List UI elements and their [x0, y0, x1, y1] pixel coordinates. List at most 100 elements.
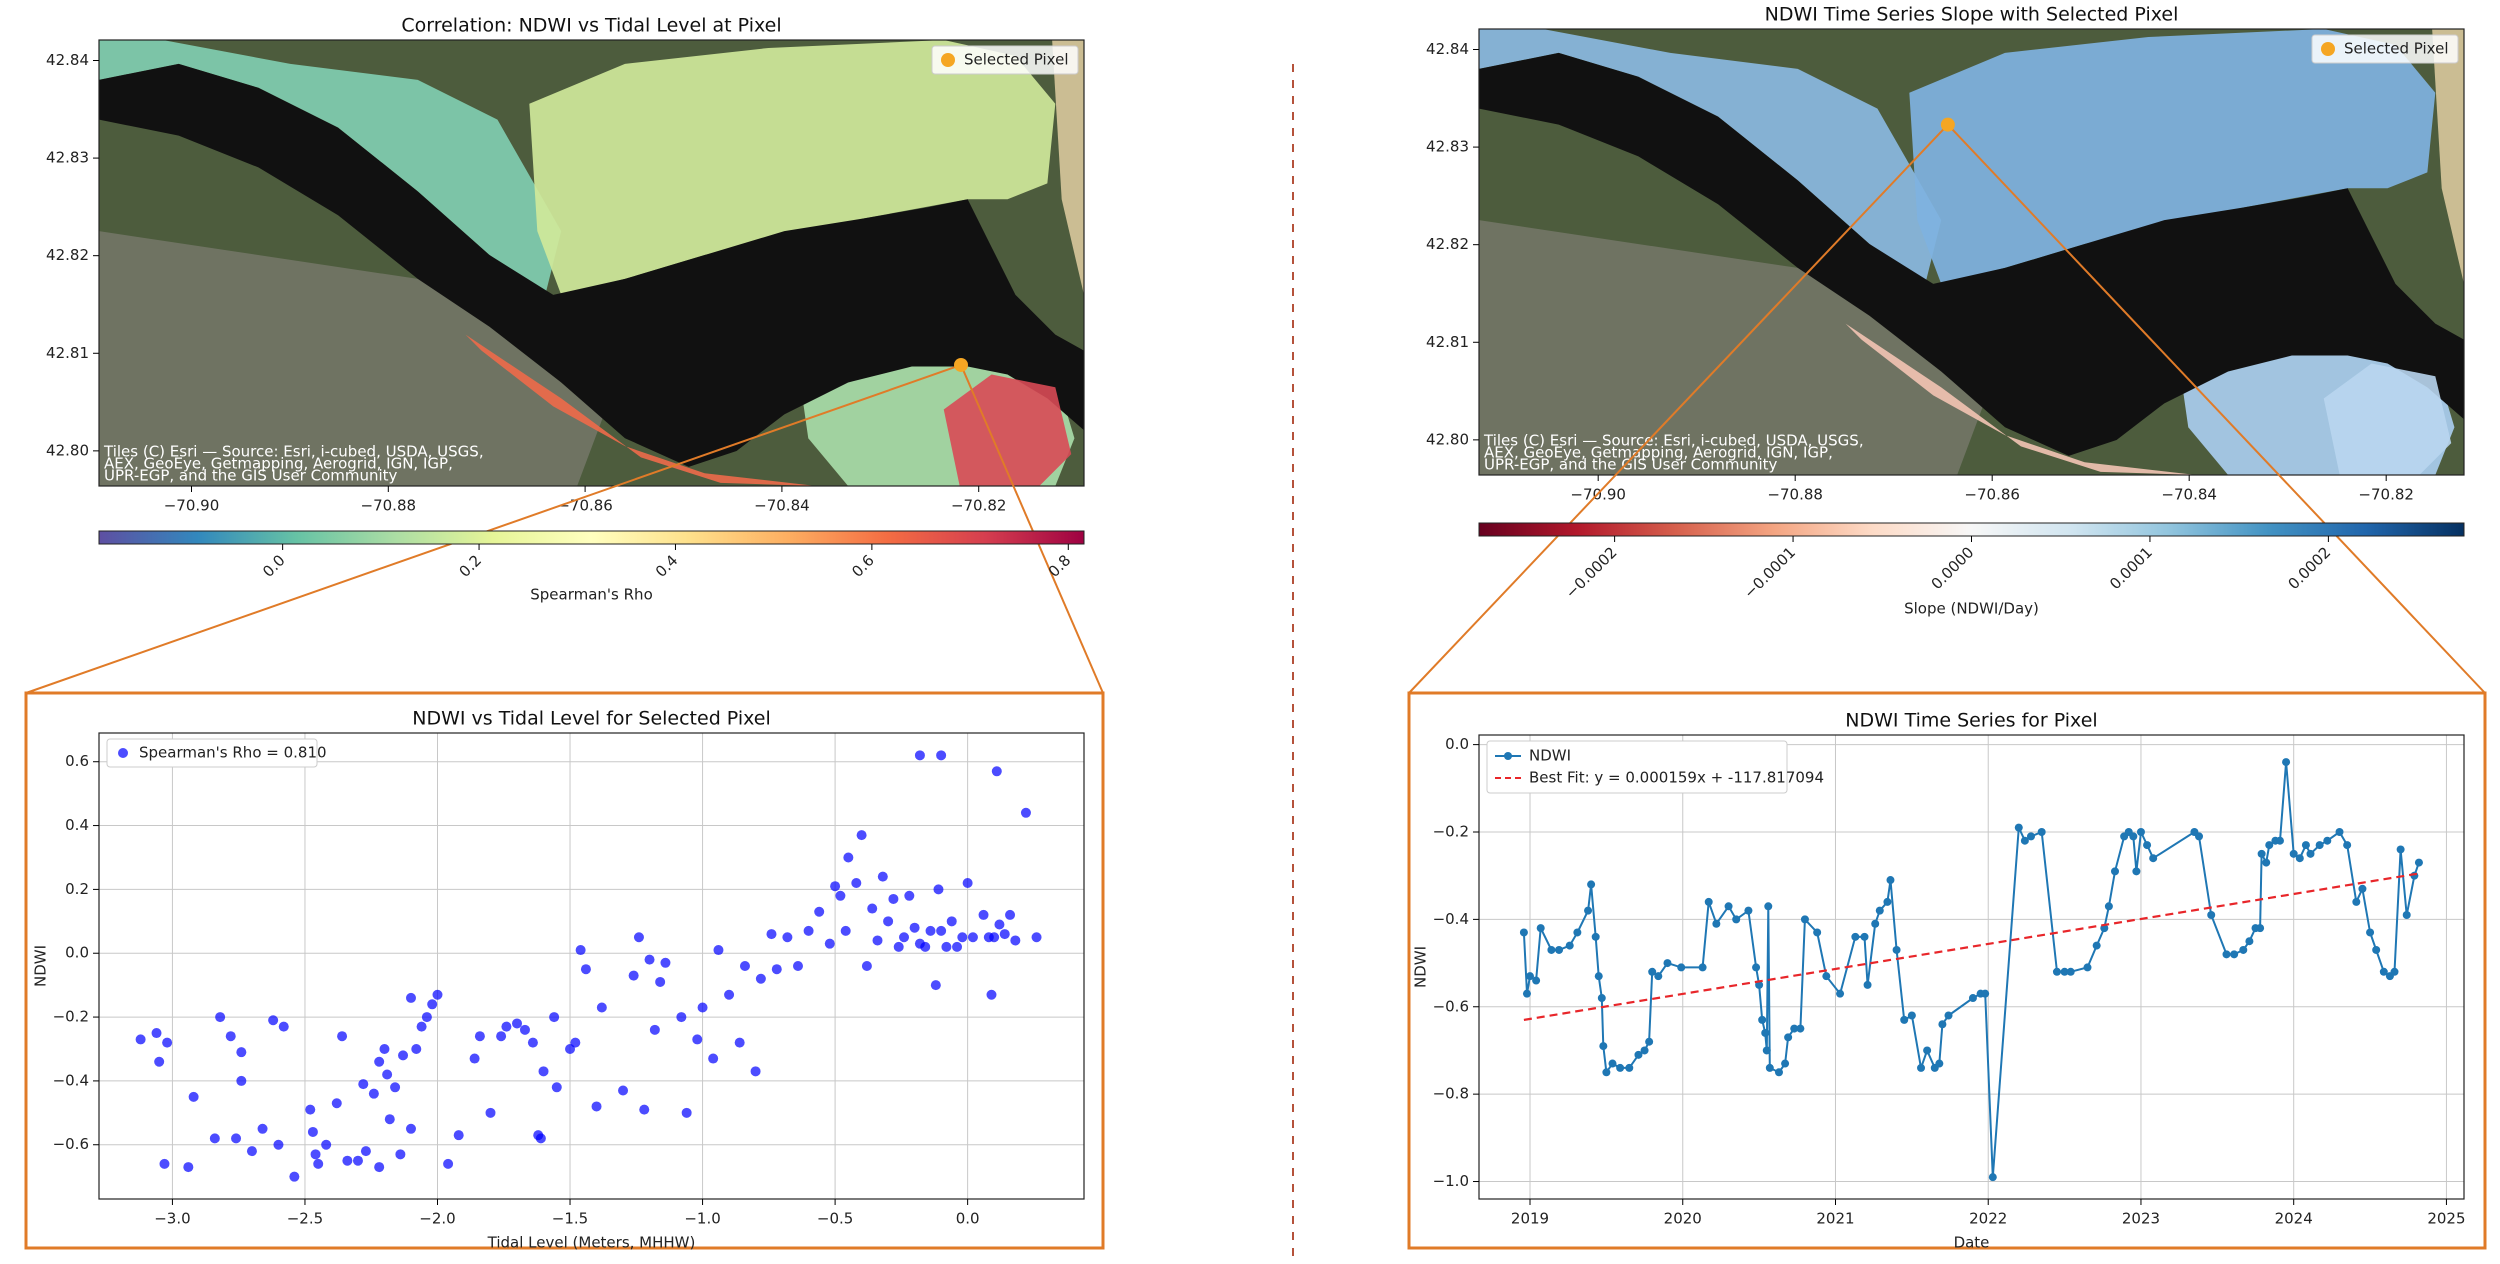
y-tick-label: 42.80	[46, 441, 89, 459]
series-marker	[2230, 950, 2239, 959]
y-tick-label: 42.81	[46, 344, 89, 362]
map-image	[99, 40, 1084, 486]
scatter-point	[501, 1021, 512, 1032]
x-tick-label: −2.5	[287, 1210, 323, 1228]
map-image	[1479, 29, 2464, 475]
series-marker	[1907, 1011, 1916, 1020]
series-marker	[1573, 928, 1582, 937]
colorbar	[98, 530, 1085, 545]
scatter-point	[925, 925, 936, 936]
x-tick-label: −1.5	[552, 1210, 588, 1228]
scatter-point	[739, 961, 750, 971]
series-marker	[2323, 836, 2332, 845]
colorbar-label: Spearman's Rho	[530, 586, 653, 604]
scatter-point	[580, 964, 591, 975]
scatter-point	[398, 1050, 409, 1061]
axes-frame	[1478, 734, 2465, 1200]
series-marker	[1923, 1046, 1932, 1055]
scatter-point	[360, 1146, 371, 1157]
legend-box	[106, 738, 318, 768]
series-marker	[1744, 906, 1753, 915]
x-tick-label: −70.90	[164, 497, 220, 515]
series-marker	[1781, 1059, 1790, 1068]
scatter-point	[337, 1031, 348, 1042]
series-marker	[1755, 980, 1764, 989]
legend-marker	[2321, 42, 2335, 56]
series-marker	[2282, 758, 2291, 767]
series-marker	[1547, 945, 1556, 954]
series-marker	[1584, 906, 1593, 915]
scatter-point	[713, 945, 724, 956]
series-marker	[1875, 906, 1884, 915]
x-tick-label: 2022	[1969, 1210, 2007, 1228]
attribution: AEX, GeoEye, Getmapping, Aerogrid, IGN, …	[1484, 444, 1833, 462]
x-axis-label: Date	[1954, 1234, 1990, 1252]
series-marker	[2289, 849, 2298, 858]
marsh	[2323, 363, 2452, 475]
scatter-point	[591, 1101, 602, 1112]
scatter-point	[792, 961, 803, 971]
scatter-point	[708, 1053, 719, 1064]
series-marker	[2149, 854, 2158, 863]
x-tick-label: 2021	[1816, 1210, 1854, 1228]
zoom-connector	[1408, 123, 1949, 694]
series-marker	[1625, 1063, 1634, 1072]
scatter-point	[411, 1043, 422, 1054]
axes-frame	[98, 39, 1085, 487]
scatter-point	[618, 1085, 629, 1096]
attribution: UPR-EGP, and the GIS User Community	[1484, 456, 1778, 474]
scatter-point	[867, 903, 878, 914]
scatter-point	[734, 1037, 745, 1048]
legend-label: Best Fit: y = 0.000159x + -117.817094	[1529, 769, 1824, 787]
series-marker	[1645, 1037, 1654, 1046]
series-marker	[1732, 915, 1741, 924]
series-marker	[1599, 1042, 1608, 1051]
series-marker	[2083, 963, 2092, 972]
series-marker	[2195, 832, 2204, 841]
scatter-point	[183, 1162, 194, 1173]
scatter-point	[952, 941, 963, 952]
series-marker	[1796, 1024, 1805, 1033]
scatter-point	[331, 1098, 342, 1109]
series-marker	[1822, 972, 1831, 981]
y-tick-label: −0.2	[1433, 822, 1469, 840]
series-marker	[1597, 994, 1606, 1003]
scatter-point	[660, 957, 671, 968]
x-tick-label: 2019	[1511, 1210, 1549, 1228]
series-marker	[1555, 945, 1564, 954]
scatter-point	[750, 1066, 761, 1077]
scatter-point	[936, 750, 947, 761]
legend-box	[1486, 740, 1788, 794]
series-marker	[2136, 827, 2145, 836]
series-marker	[2222, 950, 2231, 959]
legend-box	[931, 45, 1079, 75]
scatter-point	[962, 878, 973, 889]
scatter-point	[273, 1139, 284, 1150]
y-tick-label: 0.4	[65, 816, 89, 834]
scatter-point	[830, 881, 841, 892]
y-tick-label: 42.80	[1426, 430, 1469, 448]
scatter-point	[268, 1015, 279, 1026]
series-marker	[1886, 876, 1895, 885]
x-tick-label: −70.86	[1964, 486, 2020, 504]
scatter-point	[307, 1126, 318, 1137]
series-marker	[1813, 928, 1822, 937]
x-tick-label: −70.86	[557, 497, 613, 515]
scatter-point	[379, 1043, 390, 1054]
series-marker	[1602, 1068, 1611, 1077]
scatter-point	[374, 1056, 385, 1067]
x-tick-label: −70.84	[754, 497, 810, 515]
scatter-point	[512, 1018, 523, 1029]
scatter-point	[474, 1031, 485, 1042]
scatter-point	[1010, 935, 1021, 946]
scatter-point	[551, 1082, 562, 1093]
series-marker	[2390, 967, 2399, 976]
colorbar	[1478, 522, 2465, 537]
marsh	[1845, 323, 2197, 475]
scatter-point	[236, 1047, 247, 1058]
series-marker	[2066, 967, 2075, 976]
scatter-point	[877, 871, 888, 882]
marsh	[465, 334, 817, 486]
series-marker	[1565, 941, 1574, 950]
series-marker	[2092, 941, 2101, 950]
